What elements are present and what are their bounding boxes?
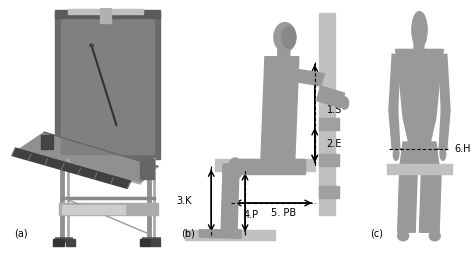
Polygon shape bbox=[261, 57, 299, 159]
Ellipse shape bbox=[429, 231, 440, 241]
Text: 3.K: 3.K bbox=[176, 196, 192, 206]
FancyBboxPatch shape bbox=[278, 42, 290, 58]
Bar bbox=[66, 239, 75, 246]
Text: 4.P: 4.P bbox=[243, 210, 258, 220]
Bar bbox=[54, 239, 64, 246]
Ellipse shape bbox=[274, 23, 296, 52]
Ellipse shape bbox=[393, 148, 399, 160]
Ellipse shape bbox=[282, 26, 296, 48]
Polygon shape bbox=[419, 166, 441, 232]
Bar bbox=[151, 239, 160, 246]
Ellipse shape bbox=[412, 12, 427, 48]
Text: (a): (a) bbox=[14, 228, 27, 238]
Text: 5. PB: 5. PB bbox=[271, 208, 296, 218]
Polygon shape bbox=[395, 49, 444, 142]
Bar bbox=[140, 159, 154, 179]
Bar bbox=[215, 159, 315, 171]
Ellipse shape bbox=[226, 224, 237, 233]
Ellipse shape bbox=[341, 97, 348, 109]
Polygon shape bbox=[389, 110, 400, 149]
Bar bbox=[59, 203, 158, 215]
Text: (b): (b) bbox=[182, 228, 195, 238]
Text: 1.S: 1.S bbox=[327, 105, 342, 115]
Polygon shape bbox=[400, 142, 439, 166]
Bar bbox=[140, 239, 151, 246]
Polygon shape bbox=[231, 159, 305, 174]
Polygon shape bbox=[389, 54, 400, 110]
Bar bbox=[319, 13, 335, 215]
Bar bbox=[100, 8, 111, 23]
Ellipse shape bbox=[440, 148, 446, 160]
Text: 6.H: 6.H bbox=[455, 144, 471, 154]
Ellipse shape bbox=[398, 231, 409, 241]
Polygon shape bbox=[19, 132, 158, 183]
Bar bbox=[387, 164, 452, 174]
Bar bbox=[55, 13, 160, 159]
Polygon shape bbox=[439, 54, 450, 110]
Polygon shape bbox=[221, 164, 239, 230]
Bar bbox=[68, 9, 144, 14]
Bar bbox=[319, 154, 338, 166]
Text: 2.E: 2.E bbox=[327, 139, 342, 149]
Bar bbox=[41, 135, 54, 149]
Ellipse shape bbox=[228, 158, 242, 180]
Bar bbox=[61, 18, 154, 154]
Bar bbox=[319, 118, 338, 130]
Polygon shape bbox=[439, 110, 450, 149]
Bar bbox=[185, 230, 275, 240]
Polygon shape bbox=[199, 230, 241, 238]
Text: (c): (c) bbox=[371, 228, 383, 238]
Polygon shape bbox=[12, 148, 131, 188]
Polygon shape bbox=[317, 86, 345, 108]
Bar bbox=[319, 186, 338, 198]
Bar bbox=[63, 205, 126, 214]
Polygon shape bbox=[293, 69, 325, 86]
Bar bbox=[55, 10, 160, 18]
FancyBboxPatch shape bbox=[414, 32, 424, 53]
Polygon shape bbox=[398, 166, 417, 232]
